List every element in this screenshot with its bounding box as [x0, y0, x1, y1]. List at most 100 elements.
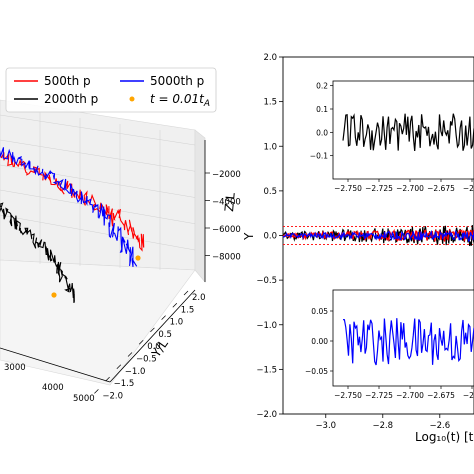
- y-tick-label: 1.5: [181, 305, 195, 315]
- panel-3d: −2000 −4000 −6000 −8000 Z/L 2.0 1.5 1.0 0.5 0.0…: [0, 99, 241, 404]
- y-axis-label: Y: [242, 232, 256, 241]
- trajectory-500: [59, 180, 110, 216]
- inset-lower-x-ticks: −2.750−2.725−2.700−2.675 −2.6: [334, 386, 474, 400]
- trajectory-5000: [98, 203, 138, 267]
- z-tick-label: −2000: [212, 170, 241, 180]
- y-tick-label: −2.0: [256, 410, 277, 420]
- inset-upper-y-ticks: 0.2 0.1 0.0 −0.1: [310, 82, 333, 161]
- x-tick-label: −2.8: [372, 421, 393, 431]
- inset-series-line: [342, 318, 474, 366]
- x-tick-label-3d: 4000: [42, 383, 64, 393]
- legend-frame: [5, 67, 217, 113]
- legend: 500th p 2000th p 5000th p t = 0.01tA: [5, 67, 217, 113]
- y-tick: [138, 339, 144, 345]
- y-tick-label: 2.0: [192, 293, 206, 303]
- inset-y-tick-label: 0.00: [311, 337, 328, 346]
- trajectory-2000: [0, 202, 50, 261]
- y-tick: [94, 389, 99, 394]
- y-tick: [161, 315, 166, 320]
- inset-series-line: [342, 113, 474, 151]
- y-tick: [127, 352, 133, 357]
- y-tick-labels: 2.0 1.5 1.0 0.5 0.0 −0.5 −1.0 −1.5 −2.0: [256, 53, 283, 420]
- y-tick: [150, 327, 155, 333]
- y-tick-labels-3d: 2.0 1.5 1.0 0.5 0.0 −0.5 −1.0 −1.5 −2.0: [94, 290, 206, 401]
- inset-lower: 0.050.00−0.05 −2.750 −2.725 −2.700 −2.675 −2…: [305, 289, 474, 400]
- inset-x-tick-label: −2.6: [463, 391, 474, 400]
- time-marker: [135, 255, 141, 261]
- y-tick-label: 0.0: [147, 342, 161, 352]
- y-tick-label: −1.5: [114, 379, 135, 389]
- trajectory-500: [108, 206, 145, 252]
- legend-label-500: 500th p: [44, 74, 91, 88]
- inset-y-tick-label: 0.05: [311, 307, 328, 316]
- x-tick-label-3d: 5000: [73, 394, 95, 404]
- trajectory-5000: [0, 147, 56, 180]
- z-tick-label: −8000: [212, 253, 241, 263]
- y-tick-label: 0.0: [263, 232, 277, 242]
- series-line: [282, 229, 474, 243]
- y-tick: [172, 303, 178, 308]
- legend-marker-time: [129, 96, 135, 102]
- x-tick-label-3d: 3000: [4, 363, 26, 373]
- trajectory-2000: [47, 249, 75, 304]
- x-axis-label: Log₁₀(t) [t: [415, 430, 474, 444]
- y-tick-label: −0.5: [136, 355, 157, 365]
- panel-2d: 2.0 1.5 1.0 0.5 0.0 −0.5 −1.0 −1.5 −2.0 −3.0 −2.8…: [242, 53, 474, 444]
- legend-label-2000: 2000th p: [44, 92, 98, 106]
- grid-line: [0, 214, 196, 251]
- legend-label-time-main: t = 0.01t: [150, 92, 205, 106]
- inset-y-tick-label: 0.1: [316, 105, 328, 114]
- inset-x-tick-label: −2.700: [396, 184, 424, 193]
- inset-x-tick-label: −2.750: [334, 184, 362, 193]
- grid-line: [0, 114, 196, 146]
- inset-x-tick-label: −2.725: [365, 184, 393, 193]
- grid-3d: [0, 112, 196, 270]
- z-axis-label: Z/L: [222, 192, 238, 212]
- inset-y-tick-label: 0.2: [316, 82, 328, 91]
- y-tick: [105, 376, 110, 382]
- inset-x-tick-label: −2.700: [396, 391, 424, 400]
- trajectory-500: [0, 152, 62, 192]
- legend-label-5000: 5000th p: [150, 74, 204, 88]
- inset-y-tick-label: −0.1: [310, 152, 328, 161]
- y-tick-label: −1.0: [125, 367, 146, 377]
- z-tick-label: −4000: [212, 198, 241, 208]
- y-tick-label: −2.0: [102, 391, 123, 401]
- inset-lower-y-ticks: 0.05 0.00 −0.05: [305, 307, 333, 376]
- y-tick-label: −0.5: [256, 276, 277, 286]
- inset-x-tick-label: −2.675: [427, 184, 455, 193]
- y-tick-label: 2.0: [263, 53, 277, 63]
- inset-x-tick-label: −2.6: [463, 184, 474, 193]
- inset-y-tick-label: −0.05: [305, 367, 328, 376]
- y-tick-label: 0.5: [263, 187, 277, 197]
- inset-y-tick-label: 0.0: [316, 128, 328, 137]
- x-tick-labels-3d: 3000 4000 5000: [4, 363, 95, 404]
- y-tick-label: 1.0: [263, 142, 277, 152]
- y-tick-label: 1.0: [170, 318, 184, 328]
- inset-upper: 0.2 0.1 0.0 −0.1 −2.750 −2.725 −2.700 −2.675 −2…: [310, 80, 474, 193]
- inset-x-tick-label: −2.725: [365, 391, 393, 400]
- pane-right: [194, 129, 206, 283]
- x-axis-line: [0, 347, 111, 383]
- x-tick-label: −3.0: [315, 421, 336, 431]
- inset-x-tick-label: −2.675: [427, 391, 455, 400]
- grid-line: [0, 139, 196, 172]
- pane-floor: [0, 259, 196, 386]
- inset-upper-series: [342, 113, 474, 151]
- z-tick-label: −6000: [212, 225, 241, 235]
- time-marker: [51, 292, 57, 298]
- y-tick: [116, 364, 122, 370]
- y-tick: [183, 290, 189, 296]
- grid-line: [0, 164, 196, 198]
- y-tick-label: 0.5: [158, 330, 172, 340]
- trajectory-5000: [52, 178, 99, 218]
- y-tick-label: 1.5: [263, 98, 277, 108]
- trajectories-3d: [0, 147, 145, 304]
- inset-lower-series: [342, 318, 474, 366]
- inset-lower-frame: [332, 289, 474, 387]
- main-series: [282, 224, 474, 247]
- y-tick-label: −1.5: [256, 365, 277, 375]
- y-axis-line: [109, 289, 196, 383]
- y-tick-label: −1.0: [256, 321, 277, 331]
